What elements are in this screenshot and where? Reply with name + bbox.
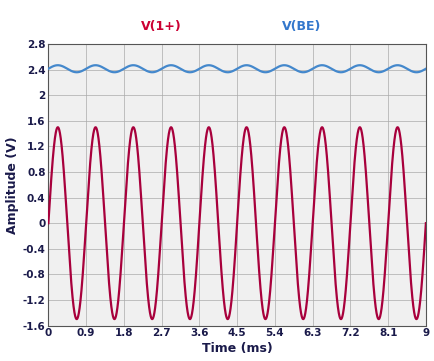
Y-axis label: Amplitude (V): Amplitude (V) bbox=[6, 136, 19, 234]
Text: V(1+): V(1+) bbox=[141, 20, 181, 33]
Text: V(BE): V(BE) bbox=[281, 20, 320, 33]
X-axis label: Time (ms): Time (ms) bbox=[201, 343, 272, 356]
